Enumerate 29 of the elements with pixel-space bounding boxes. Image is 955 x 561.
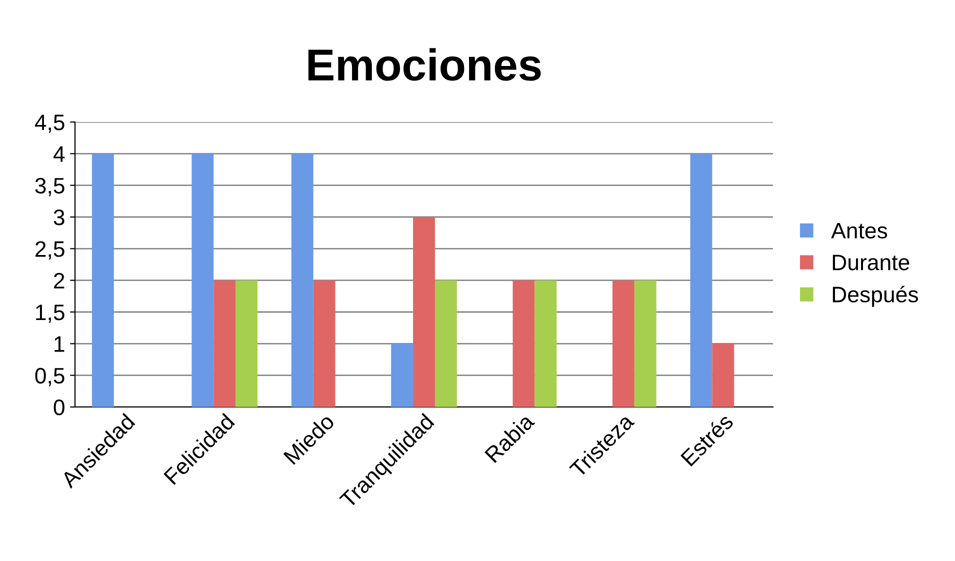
y-tick-label: 3,5 [35, 178, 64, 196]
bar [92, 154, 114, 407]
y-tick-label: 0,5 [35, 368, 64, 386]
bar [413, 217, 435, 407]
y-tick-label: 3 [54, 210, 64, 226]
bar [214, 280, 236, 407]
legend-label: Durante [832, 254, 910, 270]
bar [612, 280, 634, 407]
bar [534, 280, 557, 407]
bar [192, 154, 214, 407]
bar [434, 280, 457, 407]
y-tick-label: 1 [54, 336, 64, 352]
bar [634, 280, 656, 407]
y-tick-label: 0 [54, 400, 64, 416]
bar [236, 280, 258, 407]
y-tick-label: 4 [53, 146, 65, 162]
bar [391, 344, 414, 407]
bar [712, 344, 734, 407]
y-tick-label: 2,5 [36, 241, 64, 260]
bar [690, 154, 712, 407]
y-tick-label: 4,5 [34, 114, 64, 133]
chart-title: Emociones [308, 48, 541, 81]
bar [313, 280, 336, 407]
bar [291, 154, 314, 407]
bar [512, 280, 535, 407]
legend-label: Antes [831, 223, 888, 239]
y-tick-label: 2 [54, 272, 64, 288]
y-tick-label: 1,5 [36, 304, 64, 323]
legend-label: Después [832, 286, 918, 307]
